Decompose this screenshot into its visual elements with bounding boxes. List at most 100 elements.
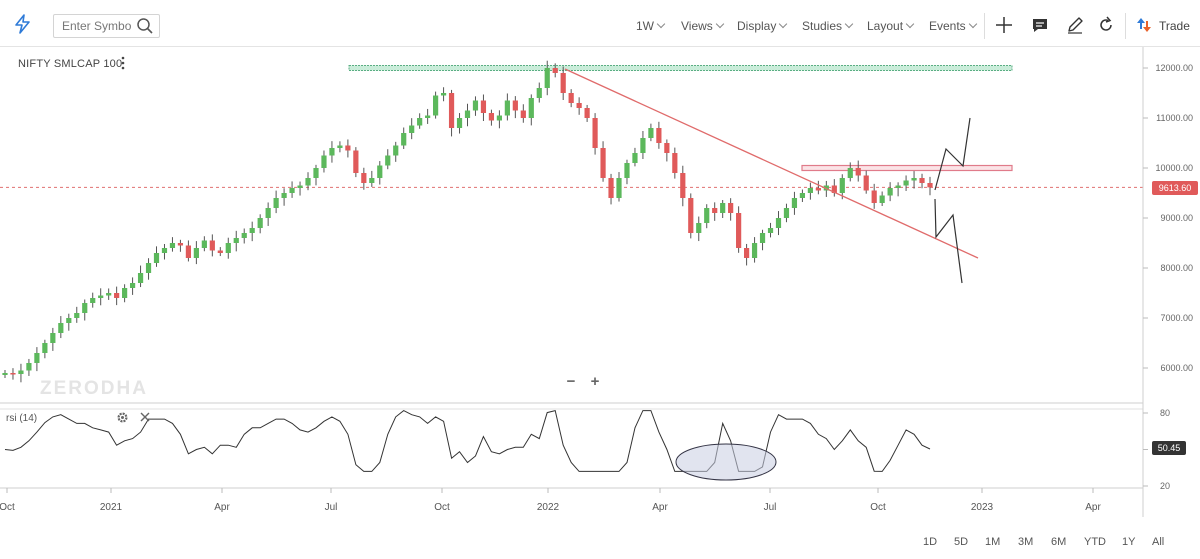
crosshair-icon[interactable] (994, 15, 1014, 35)
candle-body (153, 253, 160, 263)
range-ytd[interactable]: YTD (1084, 536, 1106, 548)
range-1d[interactable]: 1D (923, 536, 938, 548)
menu-display[interactable]: Display (737, 19, 788, 33)
candle-body (425, 115, 431, 118)
candle-body (433, 95, 439, 116)
symbol-title[interactable]: NIFTY SMLCAP 100 (18, 58, 123, 70)
downtrend-line (564, 68, 979, 259)
candle-body (871, 190, 877, 203)
candle (688, 193, 694, 239)
candle (919, 173, 925, 189)
candle (201, 236, 207, 252)
candle-body (82, 303, 88, 313)
range-all[interactable]: All (1152, 536, 1165, 548)
candle (472, 96, 479, 116)
menu-label: Views (681, 19, 713, 33)
chevron-down-icon (656, 19, 666, 29)
candle-body (169, 243, 176, 248)
candle (377, 161, 383, 185)
candle (887, 182, 893, 202)
trade-button[interactable]: Trade (1159, 19, 1190, 33)
range-1y[interactable]: 1Y (1122, 536, 1136, 548)
rsi-value-badge: 50.45 (1152, 441, 1186, 455)
close-icon[interactable] (139, 411, 151, 423)
candle-body (696, 223, 702, 233)
time-tick-label: Oct (870, 502, 886, 513)
candle-body (145, 263, 152, 273)
reset-icon[interactable] (1096, 15, 1116, 35)
candle-body (409, 125, 415, 133)
menu-label: Display (737, 19, 777, 33)
time-tick-label: 2022 (537, 502, 560, 513)
candle (82, 299, 88, 321)
range-5d[interactable]: 5D (954, 536, 969, 548)
candle (297, 181, 303, 196)
candle (233, 230, 239, 252)
candle (129, 277, 136, 295)
rsi-study-label[interactable]: rsi (14) (6, 413, 38, 424)
candle (552, 63, 558, 78)
toolbar-divider (1125, 13, 1126, 39)
candle (544, 60, 550, 96)
menu-layout[interactable]: Layout (867, 19, 915, 33)
settings-gear-icon[interactable] (116, 411, 129, 424)
candle-body (712, 208, 718, 213)
chevron-down-icon (905, 19, 915, 29)
candle-body (74, 313, 80, 318)
candle (177, 239, 184, 252)
candle (831, 179, 837, 197)
interval-menu[interactable]: 1W (636, 19, 666, 33)
menu-views[interactable]: Views (681, 19, 725, 33)
more-options-icon[interactable] (120, 56, 126, 70)
candle (672, 147, 678, 179)
candle-body (281, 193, 287, 198)
range-6m[interactable]: 6M (1051, 536, 1067, 548)
candle-body (536, 88, 542, 98)
candle-body (114, 293, 120, 298)
menu-studies[interactable]: Studies (802, 19, 854, 33)
candle (313, 164, 319, 186)
candle-body (775, 218, 782, 228)
candle (50, 327, 56, 351)
range-3m[interactable]: 3M (1018, 536, 1034, 548)
candle (680, 165, 686, 207)
drawing-layer (564, 68, 979, 284)
candle (153, 246, 160, 267)
candle (169, 237, 176, 252)
candle (321, 150, 327, 173)
price-tick-label: 6000.00 (1160, 363, 1193, 373)
candle (185, 240, 192, 262)
bearish-projection (934, 198, 963, 284)
candle (775, 211, 782, 236)
candle-body (345, 145, 351, 151)
menu-events[interactable]: Events (929, 19, 977, 33)
time-tick-label: Oct (434, 502, 450, 513)
comment-icon[interactable] (1030, 15, 1050, 35)
candle-body (656, 128, 662, 143)
candle-body (241, 233, 247, 238)
chart-area[interactable]: ZERODHA 12000.00 11000.00 10000.00 9000.00 8… (0, 47, 1200, 559)
zoom-in-button[interactable]: + (590, 373, 600, 390)
candle (839, 174, 845, 200)
kite-logo-icon[interactable] (13, 14, 33, 34)
range-1m[interactable]: 1M (985, 536, 1001, 548)
candle-body (18, 370, 24, 374)
candle-body (584, 108, 590, 118)
candle (448, 89, 455, 137)
candle (409, 118, 415, 140)
search-icon[interactable] (136, 17, 154, 35)
search-input[interactable] (62, 18, 132, 34)
chart-canvas[interactable]: ZERODHA 12000.00 11000.00 10000.00 9000.00 8… (0, 47, 1200, 559)
candle (361, 167, 367, 190)
trade-arrows-icon[interactable] (1134, 15, 1154, 35)
candle (393, 141, 399, 162)
candle-layer (2, 60, 933, 383)
candle (847, 162, 853, 182)
candle-body (273, 198, 279, 208)
symbol-search[interactable] (53, 14, 160, 38)
pencil-icon[interactable] (1065, 15, 1085, 35)
candle (767, 222, 774, 238)
zoom-out-button[interactable]: − (566, 373, 576, 390)
candle (624, 159, 630, 185)
candle (456, 113, 463, 134)
